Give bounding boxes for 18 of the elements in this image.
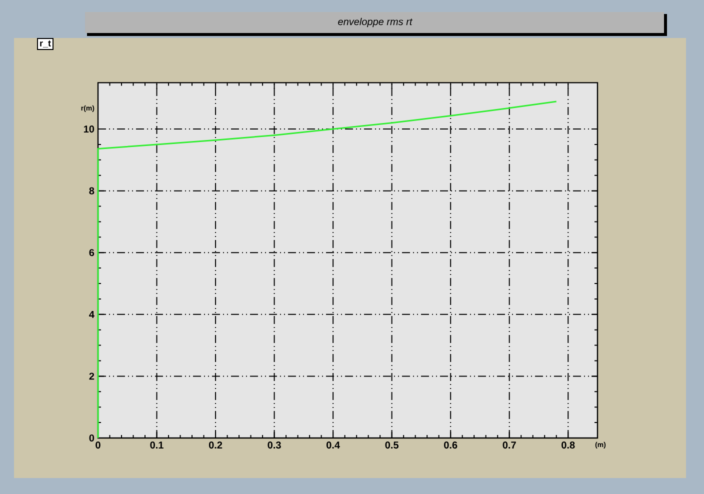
x-tick-label: 0.3 [268,442,281,449]
x-tick-label: 0.8 [562,442,575,449]
x-tick-label: 0.6 [444,442,458,449]
x-tick-label: 0.5 [385,442,398,449]
x-tick-label: 0.7 [502,442,516,449]
x-tick-label: 0.4 [326,442,340,449]
y-tick-label: 6 [89,249,94,256]
y-tick-label: 0 [89,434,94,442]
text: r_t [40,40,51,48]
chart-title: enveloppe rms rt [338,18,413,28]
y-tick-label: 2 [89,372,94,380]
y-tick-label: 10 [84,125,94,133]
x-tick-label: 0.2 [208,442,222,449]
x-tick-label: 0.1 [150,442,164,449]
y-tick-label: 4 [89,310,94,318]
y-tick-label: 8 [89,187,94,194]
line-series [97,100,558,439]
x-tick-label: 0 [96,442,100,449]
